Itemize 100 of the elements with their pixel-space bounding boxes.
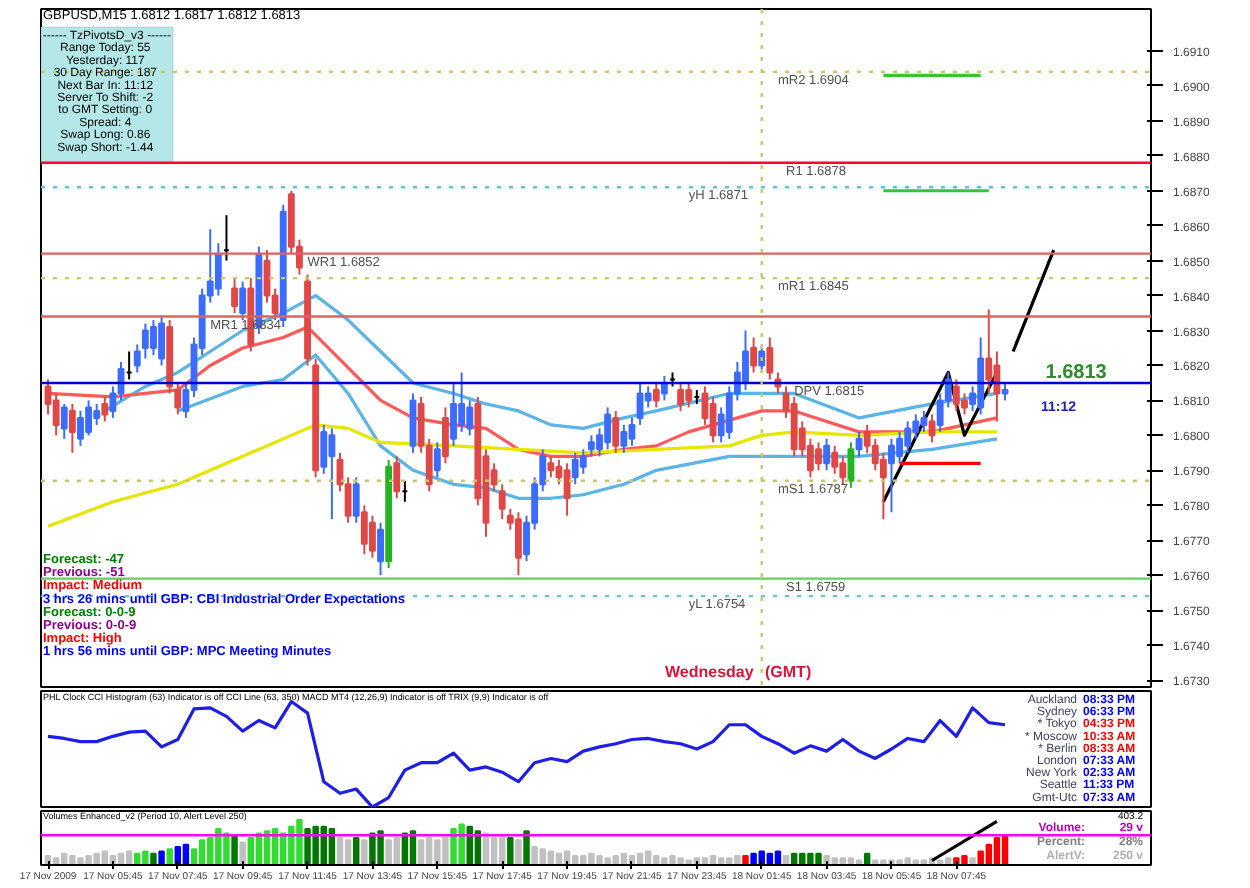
bar [750,852,757,865]
bar [507,837,514,865]
bar [961,855,968,865]
candlestick [612,409,620,454]
bar [85,855,92,865]
candlestick [441,406,449,465]
candlestick [847,441,855,489]
candlestick [628,416,636,447]
candlestick [815,441,822,472]
candlestick [101,395,109,423]
candlestick [652,381,660,409]
bar [580,855,587,865]
bar [369,832,376,865]
bar [985,843,993,865]
candlestick [766,336,774,381]
bar [434,839,441,865]
bar [596,855,603,865]
bar [93,852,100,865]
candlestick [985,308,993,395]
bar [977,850,984,865]
bar [677,857,684,865]
candlestick [636,381,644,426]
bar [288,825,295,865]
bar [588,852,595,865]
candlestick [77,409,84,447]
bar [531,846,538,865]
candlestick [620,423,628,454]
bar [653,855,660,865]
bar [742,855,749,865]
candlestick [750,336,758,374]
candlestick [831,444,839,475]
bar [304,828,311,865]
line-series [176,353,999,500]
candlestick [150,319,157,356]
bar [807,852,814,865]
candlestick [587,434,595,458]
candlestick [369,514,376,559]
bar [377,830,384,865]
bar [150,852,157,865]
candlestick [231,277,238,315]
bar [182,843,190,865]
bar [312,825,319,865]
bar [425,837,433,865]
candlestick [928,413,936,444]
candlestick [888,437,895,514]
candlestick [239,280,247,322]
candlestick [547,455,555,479]
bar [231,834,238,865]
bar [758,850,765,865]
candlestick [352,476,360,524]
bar [458,823,465,865]
candlestick [563,462,571,517]
annotation: (GMT) [765,663,812,681]
bar [815,852,822,865]
candlestick [920,409,928,433]
candlestick [961,392,968,416]
bar [296,819,303,865]
candlestick [514,511,522,577]
bar [393,837,400,865]
bar [969,857,976,865]
candlestick [879,451,887,521]
bar [166,848,173,865]
bar [198,839,206,865]
bar [490,837,498,865]
candlestick [68,402,76,454]
candlestick [571,451,579,486]
line-series [103,293,999,430]
bar [726,857,733,865]
bar [604,857,611,865]
bar [247,837,255,865]
candlestick [433,441,441,479]
bar [223,832,230,865]
candlestick [377,521,384,577]
candlestick [450,381,457,447]
bar [361,839,368,865]
bar [904,857,911,865]
bar [417,839,425,865]
candlestick [952,378,960,412]
bar [831,857,838,865]
bar [77,857,84,865]
candlestick [158,315,165,367]
bar [385,839,392,865]
candlestick [141,322,149,360]
bar [539,848,546,865]
annotation: Wednesday [665,663,755,681]
bar [993,837,1001,865]
candlestick [685,381,693,409]
candlestick [60,402,68,440]
bar [336,837,344,865]
bar [344,839,352,865]
candlestick [85,399,93,437]
bar [352,837,360,865]
bar [442,837,449,865]
candlestick [604,406,612,451]
candlestick [328,427,336,521]
candlestick [790,395,798,458]
bar [450,828,457,865]
candlestick [93,402,101,426]
candlestick [52,392,60,437]
candlestick [498,483,506,521]
